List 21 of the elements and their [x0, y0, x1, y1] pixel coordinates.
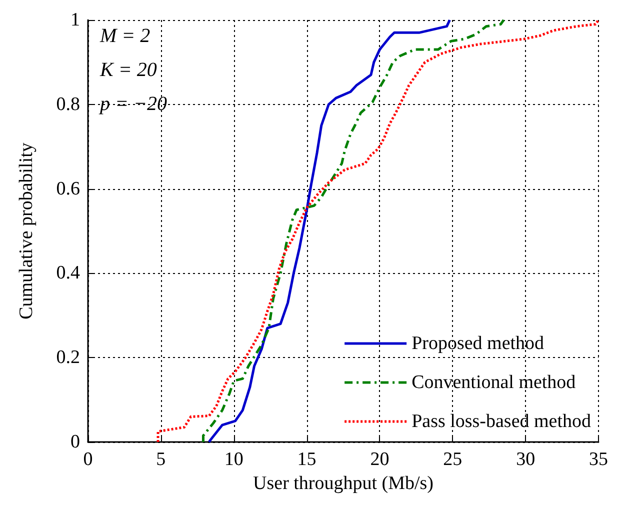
x-tick-label: 35 — [589, 449, 608, 470]
x-tick-label: 25 — [443, 449, 462, 470]
x-tick-label: 10 — [224, 449, 244, 470]
y-tick-label: 0.6 — [56, 178, 80, 200]
annotation: p = −20 — [98, 93, 167, 115]
legend-label: Conventional method — [412, 372, 576, 393]
y-axis-title: Cumulative probability — [16, 142, 37, 320]
x-tick-label: 30 — [516, 449, 536, 470]
annotation: M = 2 — [99, 25, 150, 47]
annotation: K = 20 — [99, 59, 157, 81]
y-tick-label: 0 — [70, 432, 80, 452]
y-tick-label: 0.8 — [56, 94, 80, 115]
legend-label: Proposed method — [412, 333, 545, 354]
x-tick-label: 20 — [370, 449, 390, 470]
x-tick-label: 15 — [297, 449, 316, 470]
x-tick-label: 5 — [156, 449, 166, 470]
y-tick-label: 0.4 — [56, 262, 80, 284]
legend-label: Pass loss-based method — [412, 411, 592, 432]
x-axis-title: User throughput (Mb/s) — [253, 472, 434, 494]
y-tick-label: 0.2 — [56, 347, 80, 368]
y-tick-label: 1 — [70, 10, 80, 30]
